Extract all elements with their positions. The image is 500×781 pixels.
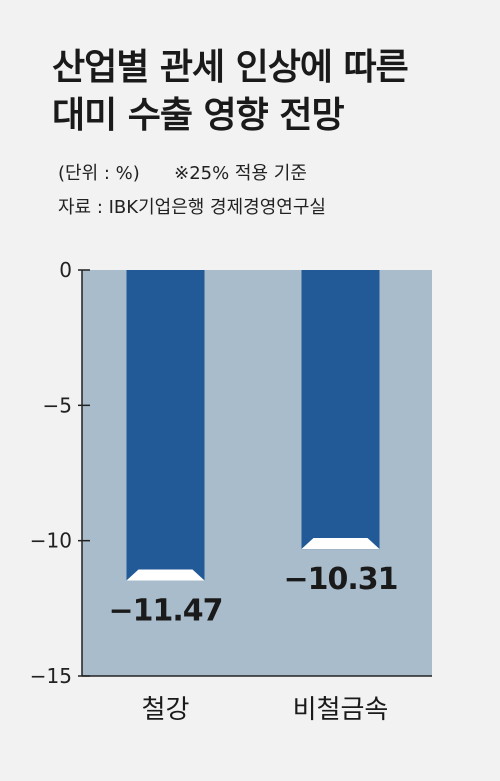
bars: −11.47 −10.31 bbox=[108, 270, 399, 628]
bar bbox=[126, 270, 205, 581]
x-category-label: 비철금속 bbox=[293, 695, 389, 725]
x-axis-labels: 철강 비철금속 bbox=[142, 695, 389, 725]
source-label: 자료 : IBK기업은행 경제경영연구실 bbox=[58, 197, 326, 218]
basis-note: ※25% 적용 기준 bbox=[174, 163, 307, 184]
data-label: −11.47 bbox=[108, 593, 222, 628]
y-tick-label: 0 bbox=[59, 258, 72, 282]
chart-title: 산업별 관세 인상에 따른 대미 수출 영향 전망 bbox=[52, 44, 409, 140]
chart-title-line-2: 대미 수출 영향 전망 bbox=[52, 95, 345, 136]
x-category-label: 철강 bbox=[142, 695, 190, 725]
unit-label: (단위 : %) bbox=[58, 163, 140, 184]
bar-end-cap bbox=[126, 569, 205, 581]
y-tick-label: −10 bbox=[30, 529, 72, 553]
bar-end-cap bbox=[301, 538, 380, 550]
unit-and-note: (단위 : %) ※25% 적용 기준 bbox=[58, 162, 307, 186]
bar bbox=[301, 270, 380, 550]
y-tick-label: −5 bbox=[43, 393, 72, 417]
data-label: −10.31 bbox=[283, 562, 397, 597]
chart-title-line-1: 산업별 관세 인상에 따른 bbox=[52, 47, 409, 88]
y-axis: 0 −5 −10 −15 bbox=[30, 258, 90, 688]
y-tick-label: −15 bbox=[30, 664, 72, 688]
